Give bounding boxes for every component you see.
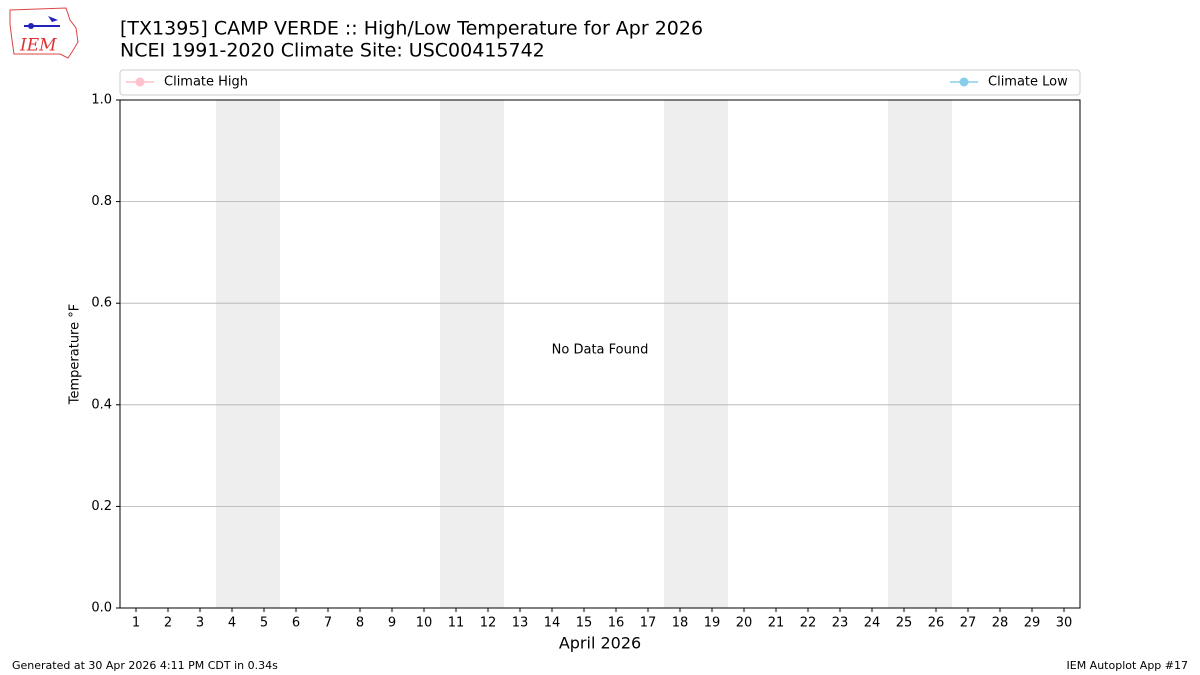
x-tick-label: 29	[1024, 616, 1041, 631]
no-data-annotation: No Data Found	[552, 343, 649, 358]
x-tick-label: 12	[480, 616, 497, 631]
x-tick-label: 15	[576, 616, 593, 631]
x-tick-label: 26	[928, 616, 945, 631]
y-tick-label: 0.8	[91, 194, 112, 209]
x-tick-label: 7	[324, 616, 332, 631]
x-tick-label: 28	[992, 616, 1009, 631]
x-tick-label: 30	[1056, 616, 1073, 631]
weekend-band	[664, 100, 728, 608]
x-tick-label: 5	[260, 616, 268, 631]
y-tick-label: 0.4	[91, 397, 112, 412]
x-tick-label: 9	[388, 616, 396, 631]
y-tick-label: 0.2	[91, 499, 112, 514]
x-tick-label: 11	[448, 616, 465, 631]
footer-right: IEM Autoplot App #17	[1067, 659, 1189, 672]
x-tick-label: 3	[196, 616, 204, 631]
weekend-band	[888, 100, 952, 608]
legend-marker	[959, 77, 969, 87]
x-axis-label: April 2026	[559, 634, 641, 653]
x-tick-label: 1	[132, 616, 140, 631]
x-tick-label: 21	[768, 616, 785, 631]
x-tick-label: 4	[228, 616, 236, 631]
weekend-band	[440, 100, 504, 608]
legend-box	[119, 69, 1081, 96]
legend-label: Climate Low	[988, 75, 1068, 90]
logo: IEM	[9, 7, 79, 59]
x-tick-label: 2	[164, 616, 172, 631]
x-tick-label: 14	[544, 616, 561, 631]
y-tick-label: 0.6	[91, 296, 112, 311]
x-tick-label: 6	[292, 616, 300, 631]
legend-marker	[135, 77, 145, 87]
x-tick-label: 24	[864, 616, 881, 631]
x-tick-label: 25	[896, 616, 913, 631]
y-axis-label: Temperature °F	[68, 304, 83, 405]
x-tick-label: 17	[640, 616, 657, 631]
plot-frame	[119, 99, 1081, 609]
chart-title: [TX1395] CAMP VERDE :: High/Low Temperat…	[120, 18, 703, 40]
footer-left: Generated at 30 Apr 2026 4:11 PM CDT in …	[12, 659, 278, 672]
legend-label: Climate High	[164, 75, 248, 90]
logo-text: IEM	[19, 36, 57, 56]
x-tick-label: 19	[704, 616, 721, 631]
chart-subtitle: NCEI 1991-2020 Climate Site: USC00415742	[120, 40, 545, 62]
x-tick-label: 27	[960, 616, 977, 631]
x-tick-label: 8	[356, 616, 364, 631]
y-tick-label: 1.0	[91, 93, 112, 108]
x-tick-label: 18	[672, 616, 689, 631]
x-tick-label: 13	[512, 616, 529, 631]
x-tick-label: 20	[736, 616, 753, 631]
x-tick-label: 23	[832, 616, 849, 631]
x-tick-label: 16	[608, 616, 625, 631]
x-tick-label: 10	[416, 616, 433, 631]
x-tick-label: 22	[800, 616, 817, 631]
y-tick-label: 0.0	[91, 601, 112, 616]
weekend-band	[216, 100, 280, 608]
